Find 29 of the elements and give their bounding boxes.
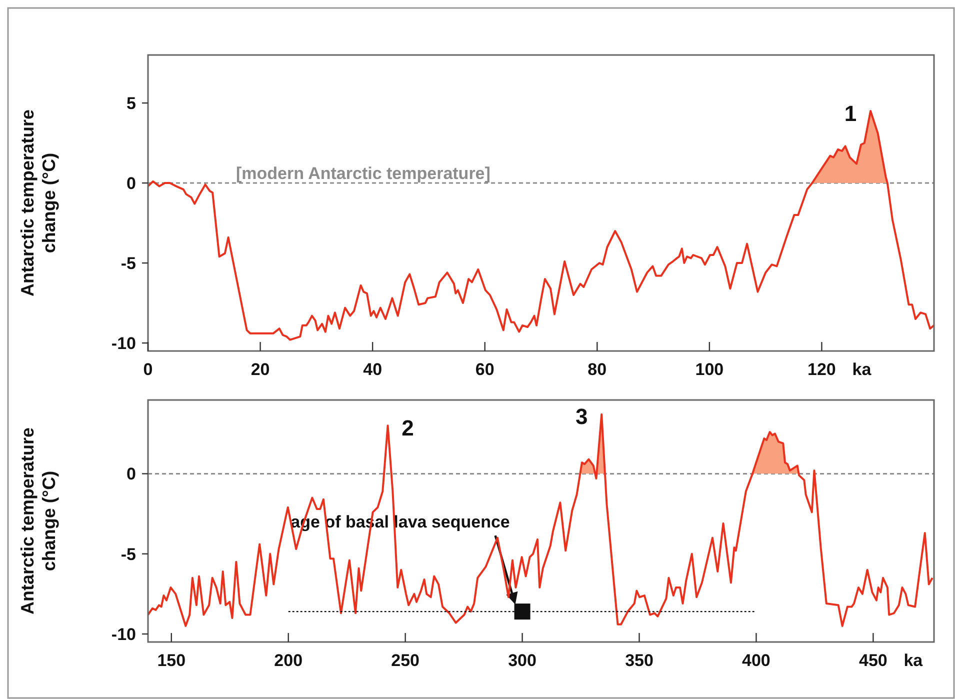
y-axis-title: Antarctic temperature change (°C)	[18, 427, 60, 615]
ref-line-label: [modern Antarctic temperature]	[236, 164, 490, 183]
x-tick-label: 150	[157, 651, 186, 670]
y-tick-label: 5	[126, 94, 136, 113]
x-tick-label: 60	[475, 360, 494, 379]
x-tick-label: 80	[588, 360, 607, 379]
x-tick-label: 200	[274, 651, 303, 670]
x-tick-label: 20	[250, 360, 270, 379]
annotation: 2	[402, 415, 414, 440]
x-tick-label: 350	[625, 651, 654, 670]
x-tick-label: 40	[363, 360, 382, 379]
y-tick-label: 0	[126, 464, 136, 484]
y-tick-label: 0	[126, 174, 136, 193]
x-tick-label: 100	[695, 360, 724, 379]
x-tick-label: 300	[508, 651, 536, 670]
y-axis-title: Antarctic temperature change (°C)	[18, 109, 60, 297]
y-tick-label: -10	[111, 334, 136, 353]
x-tick-label: 400	[742, 651, 770, 670]
y-tick-label: -5	[120, 544, 136, 564]
annotation: 3	[575, 404, 588, 430]
x-tick-label: 0	[143, 360, 153, 379]
x-tick-label: 120	[808, 360, 836, 379]
annotation: 1	[844, 100, 857, 126]
x-tick-label: 250	[391, 651, 420, 670]
x-axis-title: ka	[852, 360, 872, 379]
y-tick-label: -5	[120, 254, 136, 273]
x-axis-title: ka	[904, 651, 924, 670]
x-tick-label: 450	[858, 651, 888, 670]
y-tick-label: -10	[111, 624, 136, 644]
